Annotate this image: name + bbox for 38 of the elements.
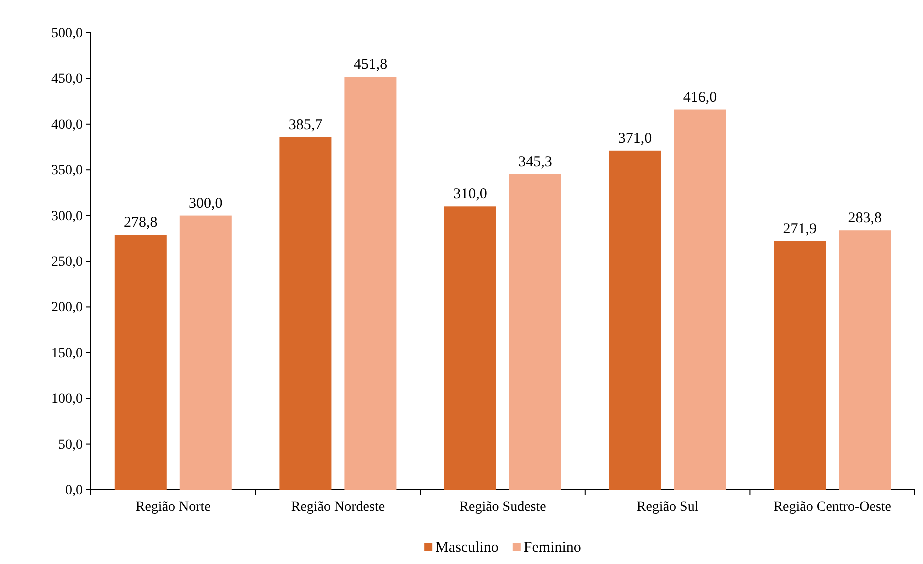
data-label: 451,8	[354, 57, 388, 74]
data-label: 283,8	[848, 210, 882, 227]
x-tick-label: Região Centro-Oeste	[774, 500, 892, 516]
bar	[510, 174, 562, 490]
y-tick-label: 350,0	[52, 164, 83, 179]
y-tick-label: 50,0	[58, 438, 83, 453]
y-tick-label: 200,0	[52, 300, 83, 316]
y-tick-label: 100,0	[52, 392, 83, 408]
bar	[674, 110, 726, 490]
data-label: 345,3	[518, 154, 552, 170]
y-tick-label: 400,0	[52, 118, 83, 133]
y-tick-label: 500,0	[52, 26, 83, 42]
bar	[280, 137, 332, 490]
data-label: 271,9	[783, 221, 817, 238]
bar	[839, 230, 892, 490]
bar	[444, 206, 496, 490]
bar	[609, 150, 662, 490]
legend-label: Feminino	[524, 540, 582, 556]
y-tick-label: 0,0	[66, 483, 83, 498]
bar	[114, 235, 167, 490]
data-label: 385,7	[288, 117, 324, 134]
bar	[180, 216, 232, 490]
data-label: 371,0	[618, 130, 652, 147]
legend-label: Masculino	[436, 540, 499, 556]
data-label: 300,0	[189, 196, 223, 212]
x-tick-label: Região Nordeste	[291, 500, 386, 516]
bar	[344, 77, 397, 490]
y-tick-label: 150,0	[52, 346, 83, 362]
bar	[774, 241, 826, 490]
y-tick-label: 300,0	[52, 209, 83, 224]
data-label: 278,8	[124, 215, 158, 232]
data-label: 310,0	[454, 186, 488, 203]
x-tick-label: Região Norte	[136, 500, 211, 516]
y-tick-label: 250,0	[52, 254, 83, 270]
x-tick-label: Região Sul	[636, 500, 699, 516]
y-tick-label: 450,0	[52, 72, 83, 88]
x-tick-label: Região Sudeste	[460, 500, 546, 516]
data-label: 416,0	[683, 90, 718, 106]
